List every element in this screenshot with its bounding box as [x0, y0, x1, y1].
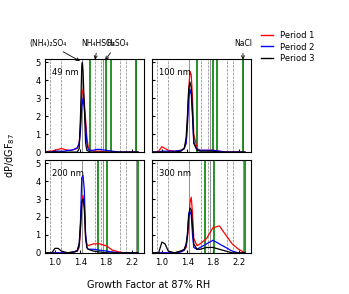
Text: 300 nm: 300 nm	[159, 169, 191, 178]
Text: NH₄HSO₄: NH₄HSO₄	[81, 39, 115, 59]
Text: (NH₄)₂SO₄: (NH₄)₂SO₄	[29, 39, 79, 61]
Text: 200 nm: 200 nm	[52, 169, 84, 178]
Text: Growth Factor at 87% RH: Growth Factor at 87% RH	[87, 280, 210, 290]
Text: 49 nm: 49 nm	[52, 68, 79, 77]
Legend: Period 1, Period 2, Period 3: Period 1, Period 2, Period 3	[257, 28, 318, 66]
Text: H₂SO₄: H₂SO₄	[106, 39, 129, 59]
Text: dP/dGF$_{87}$: dP/dGF$_{87}$	[3, 133, 17, 178]
Text: NaCl: NaCl	[234, 39, 252, 59]
Text: 100 nm: 100 nm	[159, 68, 191, 77]
